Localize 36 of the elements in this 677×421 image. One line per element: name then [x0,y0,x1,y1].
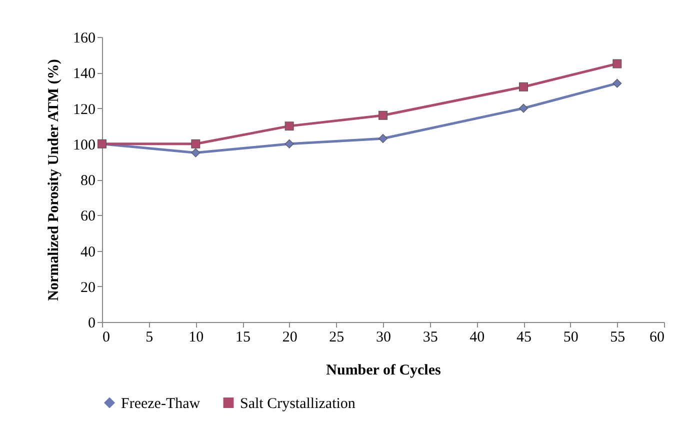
point [284,122,294,131]
legend-label: Salt Crystallization [240,396,356,412]
x-tick-label: 10 [188,330,204,346]
x-tick-label: 35 [422,330,438,346]
x-tick-label: 30 [376,330,391,346]
x-tick-label: 55 [610,330,626,346]
point [519,82,528,92]
x-tick-label: 50 [563,330,578,346]
point [191,148,200,158]
y-tick-label: 140 [73,66,96,82]
y-tick-label: 0 [88,316,96,332]
point [191,139,200,148]
x-tick-label: 15 [236,330,250,346]
y-tick-label: 60 [80,208,96,225]
y-axis-title: Normalized Porosity Under ATM (%) [46,59,62,301]
y-tick-label: 120 [73,102,96,118]
x-tick-label: 5 [146,330,154,346]
y-tick-label: 160 [73,30,96,46]
y-tick-label: 20 [80,280,96,296]
y-tick-label: 40 [80,244,96,260]
y-tick-label: 100 [73,137,96,154]
legend-label: Freeze-Thaw [121,396,200,412]
x-tick-label: 60 [650,330,664,346]
x-tick-label: 25 [329,330,344,346]
x-axis-title: Number of Cycles [326,362,442,378]
y-tick-label: 80 [80,173,96,189]
x-tick-label: 0 [102,330,110,346]
x-tick-label: 40 [470,330,485,346]
point [378,110,388,120]
x-tick-label: 45 [516,330,532,346]
x-tick-label: 20 [282,330,298,346]
point [284,139,294,148]
point [378,134,388,144]
point [519,104,528,113]
point [612,59,622,68]
point [612,78,622,88]
